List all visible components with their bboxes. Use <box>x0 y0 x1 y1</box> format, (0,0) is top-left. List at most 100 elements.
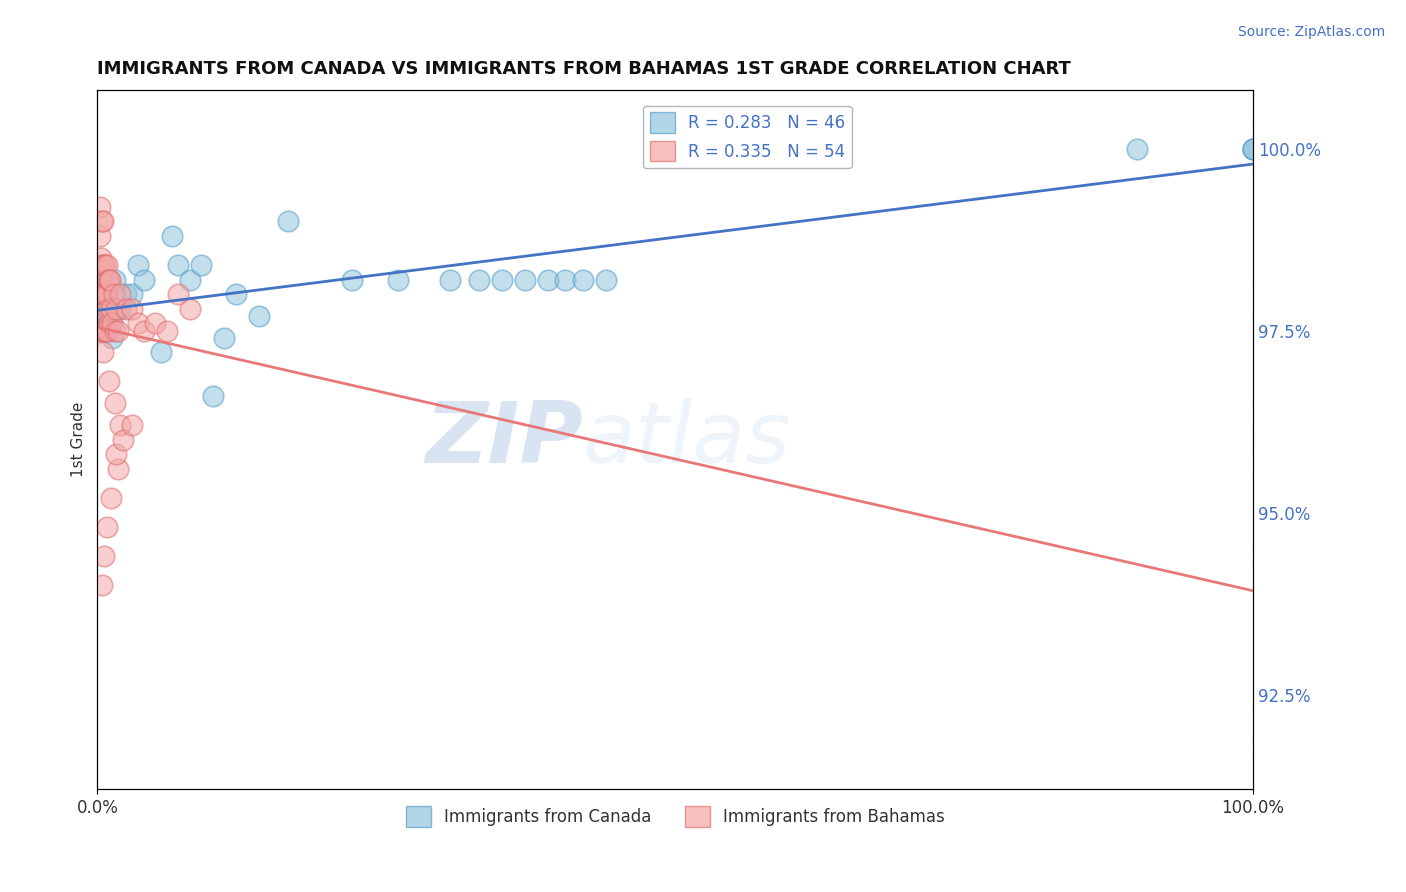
Point <box>94 324 117 338</box>
Point <box>97 272 120 286</box>
Point <box>101 316 124 330</box>
Point <box>93 287 115 301</box>
Point <box>537 272 560 286</box>
Point <box>90 272 112 286</box>
Point <box>127 316 149 330</box>
Point <box>595 272 617 286</box>
Point <box>97 272 120 286</box>
Point <box>149 345 172 359</box>
Point <box>96 324 118 338</box>
Point <box>104 447 127 461</box>
Point <box>439 272 461 286</box>
Point <box>100 301 122 316</box>
Y-axis label: 1st Grade: 1st Grade <box>72 402 86 477</box>
Point <box>91 214 114 228</box>
Point <box>94 287 117 301</box>
Point <box>132 272 155 286</box>
Point <box>91 258 114 272</box>
Point <box>571 272 593 286</box>
Point <box>89 228 111 243</box>
Point <box>110 418 132 433</box>
Point <box>111 433 134 447</box>
Point <box>94 258 117 272</box>
Point <box>104 272 127 286</box>
Point <box>91 287 114 301</box>
Point <box>214 331 236 345</box>
Point <box>96 287 118 301</box>
Point <box>91 324 114 338</box>
Point <box>201 389 224 403</box>
Point <box>97 272 120 286</box>
Point <box>1126 141 1149 155</box>
Point <box>97 375 120 389</box>
Point <box>554 272 576 286</box>
Point <box>107 462 129 476</box>
Point <box>110 301 132 316</box>
Point <box>90 301 112 316</box>
Point <box>93 324 115 338</box>
Point <box>98 272 121 286</box>
Point <box>167 258 190 272</box>
Point <box>104 301 127 316</box>
Point <box>91 287 114 301</box>
Point <box>121 418 143 433</box>
Point <box>93 258 115 272</box>
Point <box>156 324 179 338</box>
Point <box>225 287 247 301</box>
Point <box>91 258 114 272</box>
Point <box>162 228 184 243</box>
Point <box>127 258 149 272</box>
Point <box>132 324 155 338</box>
Point <box>1241 141 1264 155</box>
Point <box>143 316 166 330</box>
Point <box>513 272 536 286</box>
Point <box>167 287 190 301</box>
Point <box>93 287 115 301</box>
Text: IMMIGRANTS FROM CANADA VS IMMIGRANTS FROM BAHAMAS 1ST GRADE CORRELATION CHART: IMMIGRANTS FROM CANADA VS IMMIGRANTS FRO… <box>97 60 1071 78</box>
Point <box>115 301 138 316</box>
Point <box>97 316 120 330</box>
Point <box>107 324 129 338</box>
Point <box>387 272 409 286</box>
Point <box>98 324 121 338</box>
Point <box>91 578 114 592</box>
Point <box>91 287 114 301</box>
Point <box>97 309 120 323</box>
Point <box>277 214 299 228</box>
Point <box>179 272 201 286</box>
Point <box>100 491 122 505</box>
Point <box>1241 141 1264 155</box>
Point <box>491 272 513 286</box>
Point <box>93 301 115 316</box>
Point <box>103 287 125 301</box>
Point <box>121 287 143 301</box>
Point <box>91 214 114 228</box>
Point <box>110 287 132 301</box>
Point <box>97 301 120 316</box>
Point <box>179 301 201 316</box>
Text: Source: ZipAtlas.com: Source: ZipAtlas.com <box>1237 25 1385 39</box>
Point <box>97 301 120 316</box>
Point <box>101 331 124 345</box>
Point <box>96 520 118 534</box>
Point <box>104 324 127 338</box>
Legend: Immigrants from Canada, Immigrants from Bahamas: Immigrants from Canada, Immigrants from … <box>399 799 952 833</box>
Point <box>121 301 143 316</box>
Text: ZIP: ZIP <box>425 398 582 482</box>
Point <box>91 316 114 330</box>
Point <box>104 396 127 410</box>
Point <box>247 309 270 323</box>
Point <box>94 287 117 301</box>
Point <box>90 251 112 265</box>
Point <box>467 272 489 286</box>
Point <box>93 549 115 564</box>
Point <box>190 258 212 272</box>
Point <box>91 324 114 338</box>
Text: atlas: atlas <box>582 398 790 482</box>
Point <box>96 301 118 316</box>
Point <box>1241 141 1264 155</box>
Point <box>91 324 114 338</box>
Point <box>340 272 363 286</box>
Point <box>115 287 138 301</box>
Point <box>96 258 118 272</box>
